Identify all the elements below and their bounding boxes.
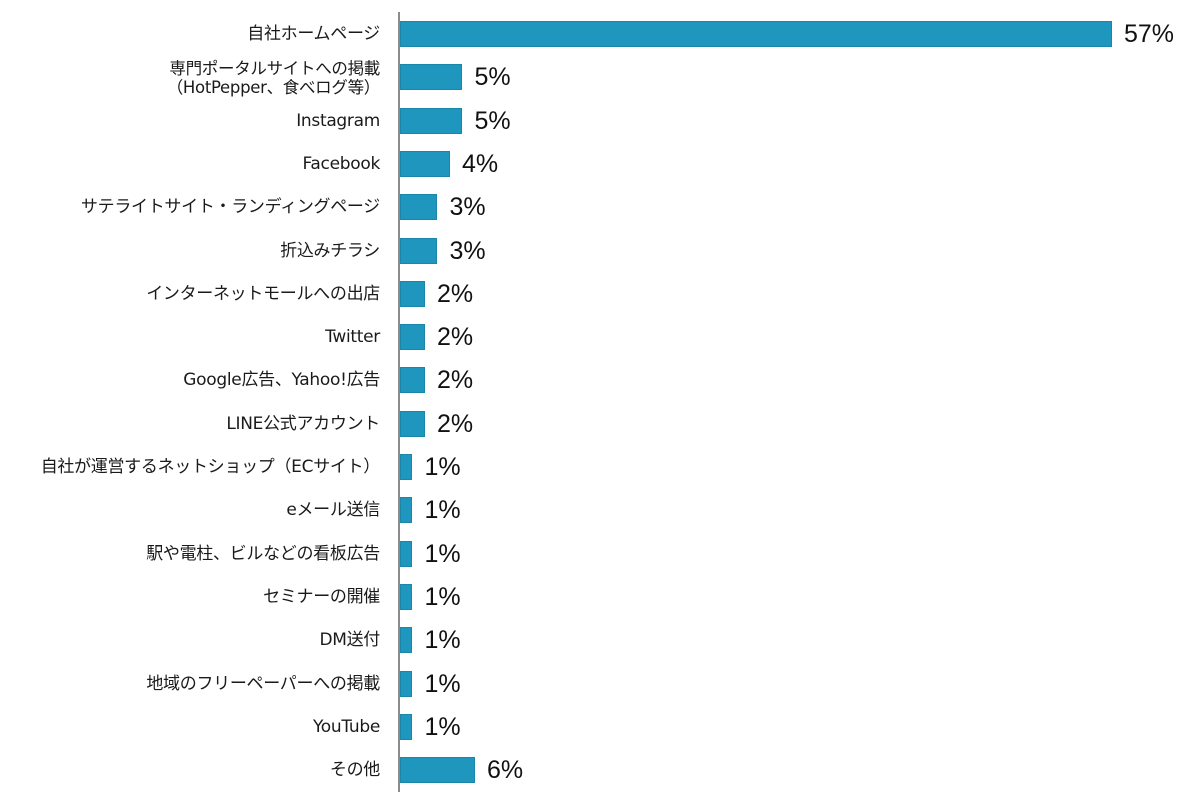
bar-row: Twitter 2% [0, 316, 1200, 359]
bar-row: LINE公式アカウント 2% [0, 403, 1200, 446]
category-label: 折込みチラシ [280, 240, 380, 261]
category-label: 専門ポータルサイトへの掲載 （HotPepper、食べログ等） [166, 58, 381, 97]
bar [400, 670, 413, 697]
bar [400, 107, 463, 134]
category-label: YouTube [312, 716, 380, 737]
bar [400, 497, 413, 524]
value-label: 5% [474, 63, 511, 92]
value-label: 1% [424, 669, 461, 698]
bar [400, 454, 413, 480]
bar-row: インターネットモールへの出店 2% [0, 273, 1200, 316]
bar [400, 194, 438, 221]
category-axis-line [398, 12, 400, 792]
category-label: 自社が運営するネットショップ（ECサイト） [40, 457, 381, 477]
bar-row: DM送付 1% [0, 619, 1200, 662]
bar [400, 150, 450, 177]
bar [400, 540, 413, 567]
bar [400, 367, 425, 394]
value-label: 1% [424, 496, 461, 525]
bar-row: 駅や電柱、ビルなどの看板広告 1% [0, 533, 1200, 576]
bar [400, 410, 425, 437]
bar-row: Instagram 5% [0, 100, 1200, 143]
value-label: 1% [424, 626, 461, 655]
category-label: Twitter [325, 327, 380, 348]
category-label: Google広告、Yahoo!広告 [183, 370, 380, 391]
value-label: 3% [449, 193, 486, 222]
bar-row: Facebook 4% [0, 143, 1200, 186]
category-label: Facebook [302, 153, 381, 174]
category-label: セミナーの開催 [263, 586, 380, 607]
value-label: 5% [474, 106, 511, 135]
category-label: DM送付 [319, 630, 380, 651]
bar [400, 64, 463, 91]
bar-row: 専門ポータルサイトへの掲載 （HotPepper、食べログ等） 5% [0, 56, 1200, 99]
bar-row: セミナーの開催 1% [0, 576, 1200, 619]
category-label: eメール送信 [286, 500, 380, 521]
bar-row: サテライトサイト・ランディングページ 3% [0, 186, 1200, 229]
bar [400, 237, 438, 264]
bar-row: 自社ホームページ 57% [0, 13, 1200, 56]
value-label: 1% [424, 582, 461, 611]
bar-row: eメール送信 1% [0, 489, 1200, 532]
bar [400, 324, 425, 351]
value-label: 1% [424, 712, 461, 741]
category-label: 地域のフリーペーパーへの掲載 [146, 673, 380, 694]
value-label: 6% [486, 756, 524, 785]
category-label: Instagram [296, 110, 380, 131]
bar [400, 757, 475, 784]
value-label: 2% [436, 323, 474, 352]
value-label: 4% [461, 149, 499, 178]
bar [400, 713, 413, 740]
category-label: LINE公式アカウント [226, 413, 380, 434]
bar-row: Google広告、Yahoo!広告 2% [0, 359, 1200, 402]
category-label: 自社ホームページ [247, 24, 380, 44]
category-label: その他 [329, 760, 380, 781]
bar-row: その他 6% [0, 749, 1200, 792]
value-label: 1% [424, 453, 461, 481]
value-label: 2% [436, 366, 474, 395]
category-label: サテライトサイト・ランディングページ [80, 197, 380, 218]
bar [400, 627, 413, 654]
bar [400, 583, 413, 610]
value-label: 1% [424, 539, 461, 568]
category-label: インターネットモールへの出店 [146, 283, 380, 304]
bar-row: YouTube 1% [0, 706, 1200, 749]
bar-row: 折込みチラシ 3% [0, 230, 1200, 273]
category-label: 駅や電柱、ビルなどの看板広告 [146, 543, 380, 564]
bar-row: 自社が運営するネットショップ（ECサイト） 1% [0, 446, 1200, 489]
value-label: 2% [436, 279, 474, 308]
bar [400, 21, 1112, 47]
value-label: 2% [436, 409, 474, 438]
value-label: 57% [1124, 20, 1175, 48]
value-label: 3% [449, 236, 486, 265]
bar [400, 280, 425, 307]
bar-row: 地域のフリーペーパーへの掲載 1% [0, 663, 1200, 706]
